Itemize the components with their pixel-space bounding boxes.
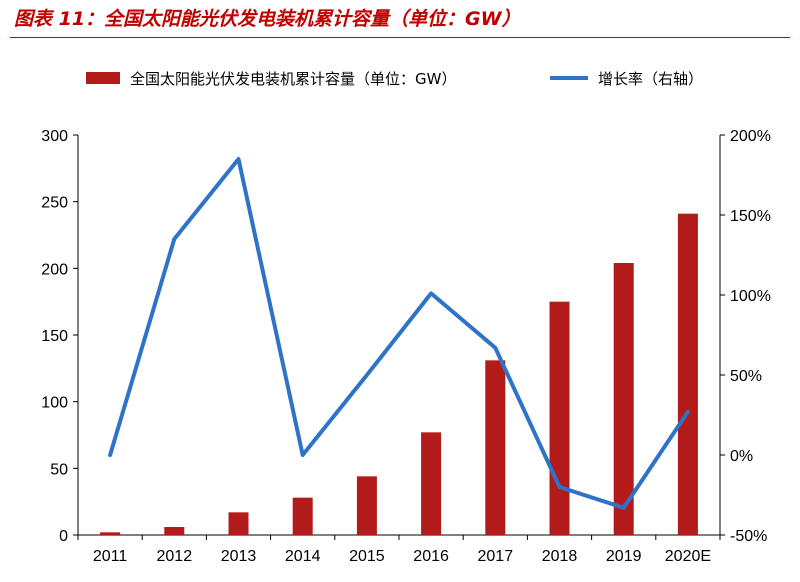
- growth-rate-line: [108, 157, 690, 510]
- bar: [356, 476, 377, 535]
- x-tick-label: 2016: [413, 548, 449, 565]
- x-tick-label: 2014: [285, 548, 321, 565]
- left-tick-label: 250: [41, 195, 68, 212]
- bar: [485, 360, 506, 535]
- bar: [613, 263, 634, 535]
- left-tick-label: 0: [59, 528, 68, 545]
- bar: [421, 432, 442, 535]
- legend-bar-label: 全国太阳能光伏发电装机累计容量（单位：GW）: [130, 70, 456, 88]
- x-tick-label: 2012: [157, 548, 193, 565]
- axis-labels: 0 50 100 150 200 250 300 -50% 0% 50% 100% 150% 200% 2…: [41, 128, 771, 565]
- bar: [677, 213, 698, 535]
- x-tick-label: 2013: [221, 548, 257, 565]
- title-divider: [10, 37, 790, 38]
- right-tick-label: 150%: [730, 208, 771, 225]
- legend: 全国太阳能光伏发电装机累计容量（单位：GW） 增长率（右轴）: [86, 70, 703, 88]
- bar: [164, 527, 185, 535]
- right-tick-label: 200%: [730, 128, 771, 145]
- bar: [292, 497, 313, 535]
- x-tick-label: 2019: [606, 548, 642, 565]
- x-tick-label: 2015: [349, 548, 385, 565]
- right-tick-label: -50%: [730, 528, 767, 545]
- left-tick-label: 50: [50, 461, 68, 478]
- figure-title: 图表 11：全国太阳能光伏发电装机累计容量（单位：GW）: [14, 8, 521, 30]
- bar-series: [100, 213, 698, 535]
- left-tick-label: 100: [41, 395, 68, 412]
- left-tick-label: 200: [41, 261, 68, 278]
- left-tick-label: 300: [41, 128, 68, 145]
- right-tick-label: 100%: [730, 288, 771, 305]
- right-tick-label: 0%: [730, 448, 753, 465]
- legend-line-label: 增长率（右轴）: [598, 70, 703, 88]
- x-tick-label: 2020E: [665, 548, 711, 565]
- bar: [549, 301, 570, 535]
- x-tick-label: 2017: [478, 548, 514, 565]
- right-tick-label: 50%: [730, 368, 762, 385]
- axes: [73, 134, 725, 540]
- legend-bar-swatch: [86, 72, 120, 84]
- x-tick-label: 2018: [542, 548, 578, 565]
- line-series: [108, 157, 690, 510]
- bar: [228, 512, 249, 535]
- left-tick-label: 150: [41, 328, 68, 345]
- bar: [100, 532, 121, 535]
- x-tick-label: 2011: [93, 548, 128, 565]
